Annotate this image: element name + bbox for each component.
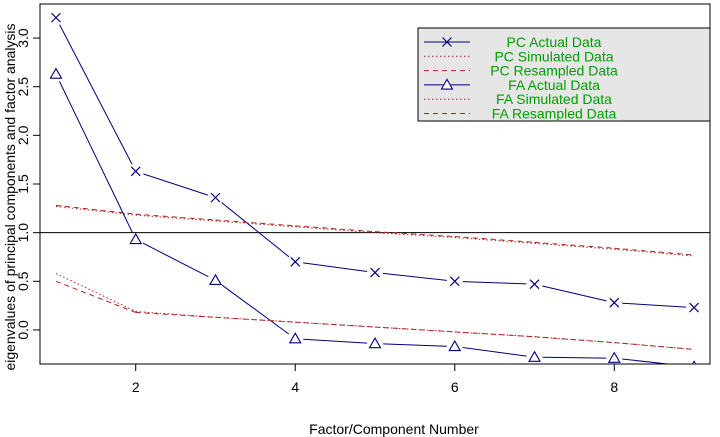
series-0-segment — [221, 202, 290, 258]
series-5-segment — [374, 326, 455, 333]
series-3-segment — [382, 343, 447, 347]
series-1-segment — [614, 248, 695, 257]
y-tick-label: 0.0 — [15, 320, 31, 340]
series-5-segment — [614, 342, 695, 350]
y-tick-label: 1.0 — [15, 223, 31, 243]
legend-item-label: FA Actual Data — [508, 77, 600, 93]
series-5-segment — [534, 336, 615, 344]
series-5-segment — [454, 331, 535, 338]
x-axis-title: Factor/Component Number — [309, 421, 479, 437]
series-0-point — [529, 279, 540, 290]
series-5-segment — [295, 321, 376, 328]
series-2-segment — [135, 213, 216, 221]
series-2-segment — [614, 247, 695, 256]
series-4-segment — [135, 310, 216, 318]
series-0-point — [449, 276, 460, 287]
series-0-point — [370, 267, 380, 278]
x-tick-label: 4 — [291, 379, 299, 395]
series-2-segment — [534, 241, 615, 249]
series-3-point — [691, 360, 697, 364]
series-3-point — [209, 273, 222, 285]
legend-key-marker — [440, 78, 454, 90]
series-0-point — [51, 12, 61, 23]
legend-box — [417, 27, 711, 122]
series-3-segment — [542, 356, 607, 359]
series-0-segment — [622, 302, 687, 308]
series-0-segment — [462, 281, 527, 285]
series-1-segment — [215, 220, 296, 228]
legend-item-label: FA Resampled Data — [492, 106, 617, 122]
series-5-segment — [215, 316, 296, 323]
series-0-point — [689, 302, 699, 313]
series-3-segment — [221, 284, 290, 335]
series-2-segment — [215, 219, 296, 227]
y-tick-label: 3.0 — [15, 28, 31, 48]
series-0-segment — [382, 272, 447, 281]
series-0-point — [210, 192, 221, 203]
y-tick-label: 2.5 — [15, 77, 31, 97]
series-2-segment — [295, 225, 376, 233]
series-3-point — [368, 336, 382, 349]
y-axis-title: eigenvalues of principal components and … — [2, 23, 18, 370]
x-tick-label: 2 — [132, 379, 140, 395]
legend-item-label: PC Resampled Data — [490, 63, 618, 79]
series-3-point — [607, 351, 621, 363]
series-0-segment — [59, 24, 133, 165]
series-1-segment — [454, 237, 535, 244]
series-group — [49, 12, 699, 364]
series-2-segment — [55, 204, 136, 215]
series-3-point — [49, 67, 63, 79]
series-0-segment — [143, 173, 209, 196]
series-3-point — [129, 232, 143, 245]
legend-item-label: PC Actual Data — [507, 34, 602, 50]
legend-item-label: PC Simulated Data — [494, 48, 613, 64]
y-tick-label: 2.0 — [15, 125, 31, 145]
plot-layer: 2 4 6 80.00.51.01.52.02.53.0 PC Actual DataP… — [15, 3, 711, 395]
series-3-segment — [622, 358, 673, 364]
series-3-segment — [303, 338, 368, 344]
legend-key-marker — [442, 37, 452, 47]
x-tick-label: 6 — [451, 379, 459, 395]
series-1-segment — [55, 205, 136, 216]
series-5-segment — [135, 311, 216, 318]
series-5-segment — [55, 280, 136, 313]
series-4-segment — [55, 273, 136, 312]
series-0-point — [290, 256, 301, 267]
series-3-segment — [58, 81, 133, 233]
series-2-segment — [454, 236, 535, 243]
series-1-segment — [295, 226, 376, 234]
series-1-segment — [135, 214, 216, 222]
series-3-segment — [142, 242, 209, 278]
series-0-segment — [542, 285, 607, 302]
series-1-segment — [374, 232, 455, 239]
series-1-segment — [534, 242, 615, 250]
series-3-point — [448, 339, 462, 352]
series-3-segment — [462, 347, 527, 357]
x-tick-label: 8 — [610, 379, 618, 395]
y-tick-label: 1.5 — [15, 174, 31, 194]
legend-item-label: FA Simulated Data — [496, 91, 612, 107]
series-0-point — [130, 166, 141, 177]
series-2-segment — [374, 231, 455, 238]
series-0-point — [609, 297, 620, 308]
series-3-point — [528, 350, 541, 362]
y-tick-label: 0.5 — [15, 271, 31, 291]
series-3-point — [288, 332, 302, 344]
series-0-segment — [303, 262, 368, 272]
